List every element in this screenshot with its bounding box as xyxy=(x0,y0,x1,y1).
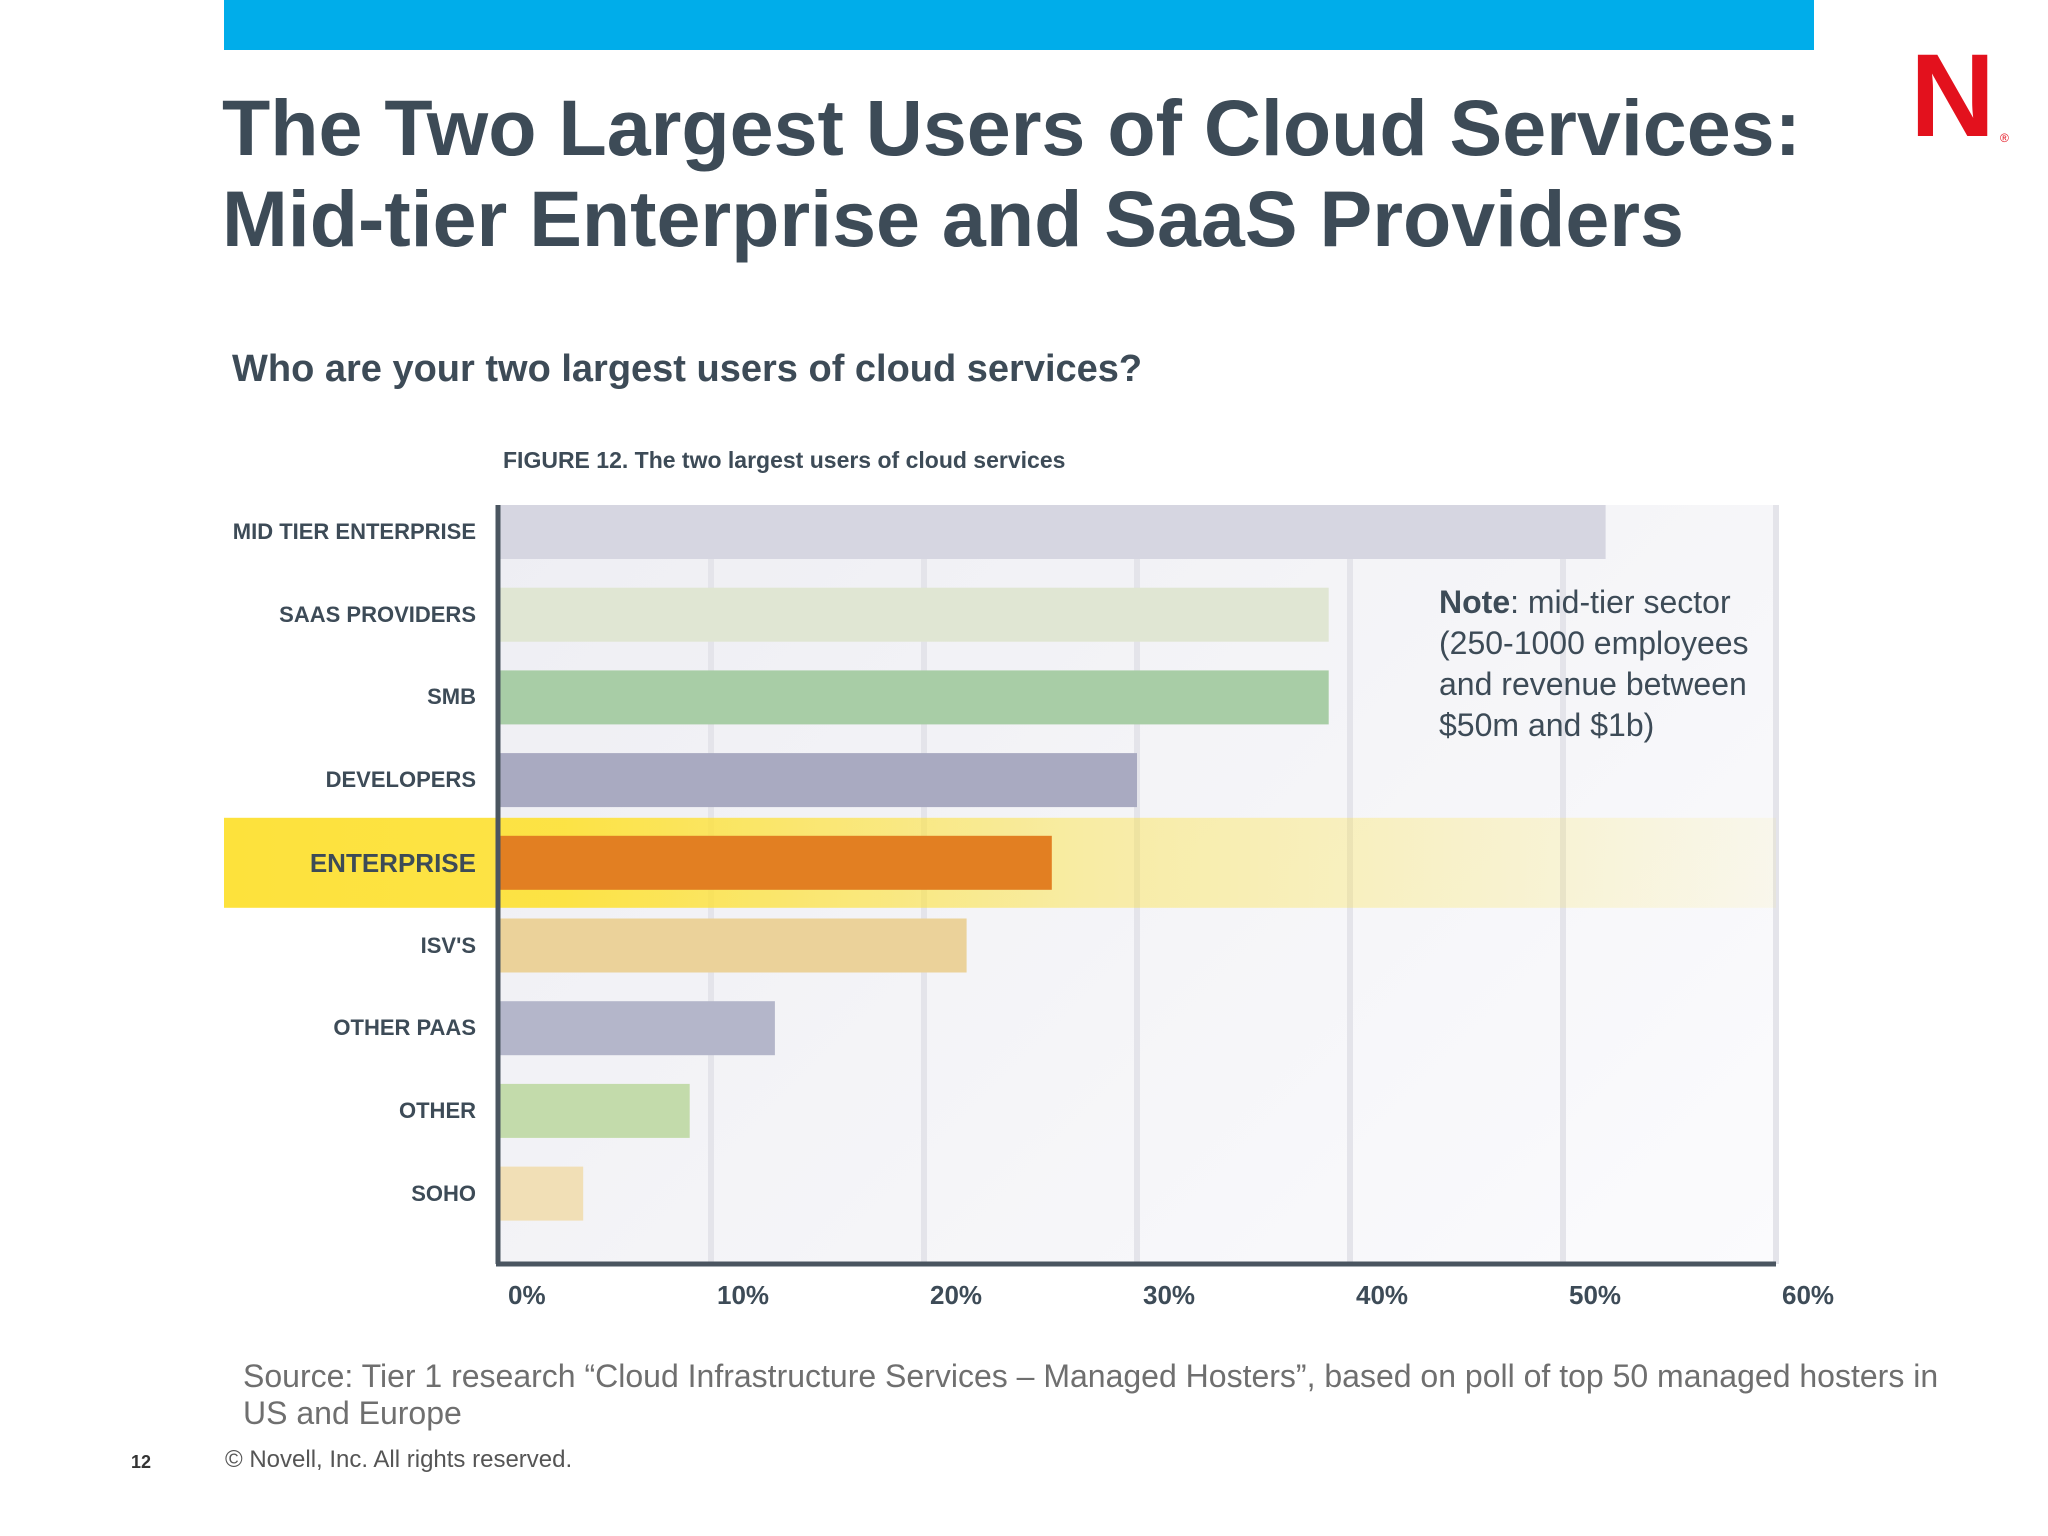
chart-note: Note: mid-tier sector (250-1000 employee… xyxy=(1439,582,1779,746)
category-label: SAAS PROVIDERS xyxy=(279,601,476,627)
x-tick-label: 0% xyxy=(508,1280,546,1310)
category-label: OTHER xyxy=(399,1097,476,1123)
logo-letter: N xyxy=(1910,44,1995,148)
x-tick-label: 30% xyxy=(1143,1280,1196,1310)
question-subtitle: Who are your two largest users of cloud … xyxy=(232,348,1143,390)
bar-other-paas xyxy=(498,1001,775,1056)
source-citation: Source: Tier 1 research “Cloud Infrastru… xyxy=(243,1358,1939,1431)
bar-developers xyxy=(498,753,1137,808)
bar-other xyxy=(498,1083,690,1138)
category-label: OTHER PAAS xyxy=(333,1015,476,1041)
note-text: : mid-tier sector (250-1000 employees an… xyxy=(1439,584,1749,743)
category-label: ISV'S xyxy=(420,932,476,958)
note-label: Note xyxy=(1439,584,1511,620)
bar-isv-s xyxy=(498,918,967,973)
logo-registered-mark: ® xyxy=(2000,131,2009,145)
x-tick-label: 20% xyxy=(930,1280,983,1310)
novell-logo: N ® xyxy=(1910,44,2009,148)
page-number: 12 xyxy=(131,1452,152,1472)
category-label: ENTERPRISE xyxy=(309,847,476,878)
bar-saas-providers xyxy=(498,587,1329,642)
title-line-1: The Two Largest Users of Cloud Services: xyxy=(222,83,1801,172)
bar-smb xyxy=(498,670,1329,725)
category-label: SOHO xyxy=(411,1180,476,1206)
title-line-2: Mid-tier Enterprise and SaaS Providers xyxy=(222,174,1684,263)
category-label: SMB xyxy=(427,684,476,710)
x-tick-label: 60% xyxy=(1782,1280,1835,1310)
x-tick-label: 40% xyxy=(1356,1280,1409,1310)
bar-enterprise xyxy=(498,835,1052,890)
copyright-notice: © Novell, Inc. All rights reserved. xyxy=(225,1446,573,1473)
category-label: MID TIER ENTERPRISE xyxy=(232,519,476,544)
x-tick-label: 50% xyxy=(1569,1280,1622,1310)
bar-mid-tier-enterprise xyxy=(498,505,1606,559)
page-title: The Two Largest Users of Cloud Services:… xyxy=(222,82,1862,264)
category-label: DEVELOPERS xyxy=(325,767,476,793)
header-bar xyxy=(224,0,1814,50)
chart-title: FIGURE 12. The two largest users of clou… xyxy=(503,447,1066,473)
x-tick-label: 10% xyxy=(717,1280,770,1310)
bar-soho xyxy=(498,1166,584,1221)
